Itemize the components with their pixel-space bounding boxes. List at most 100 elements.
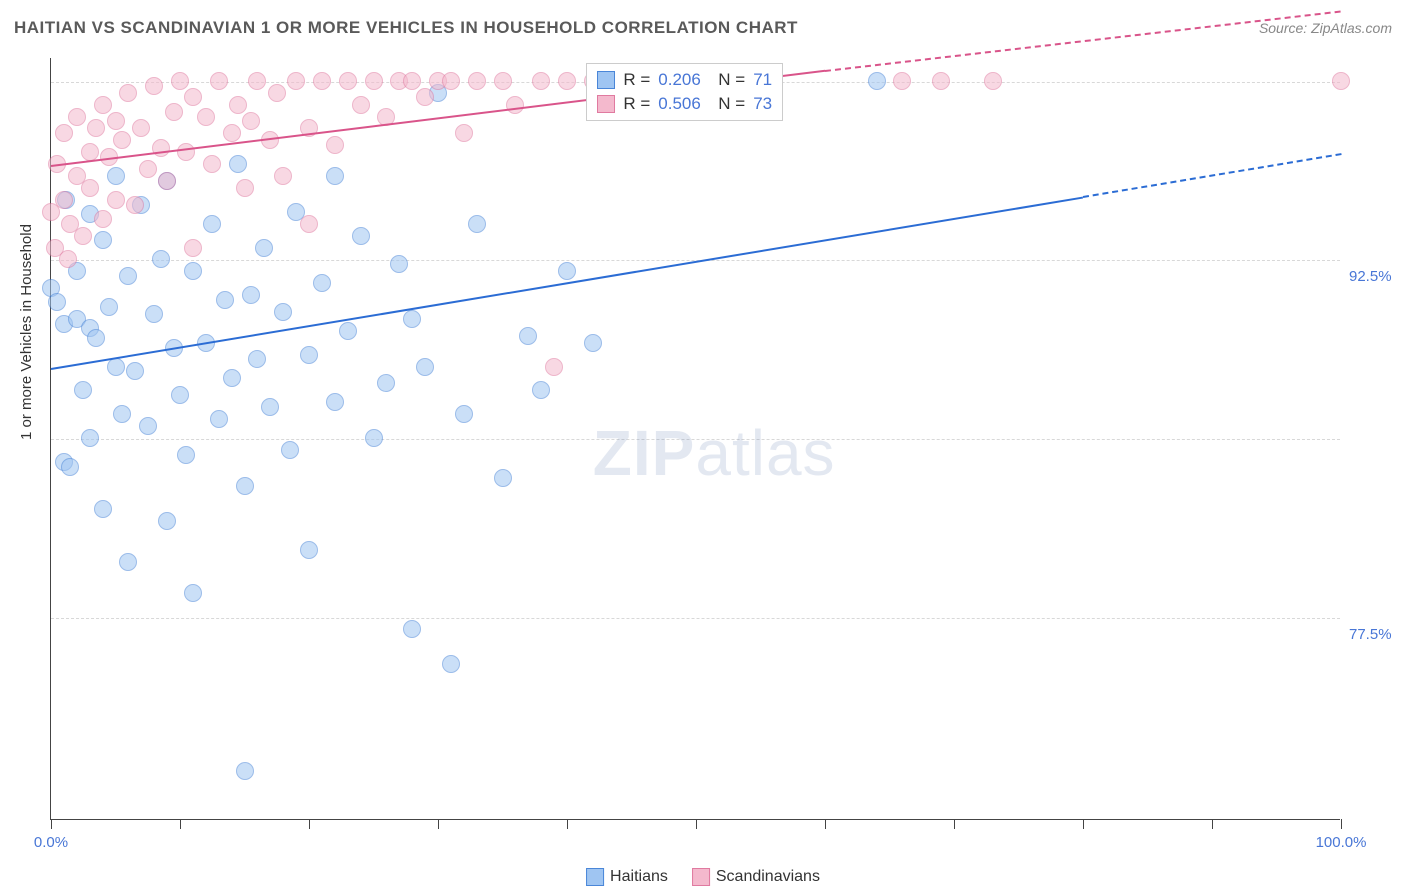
gridline: [51, 618, 1340, 619]
data-point-haitians: [139, 417, 157, 435]
x-tick: [567, 819, 568, 829]
data-point-haitians: [313, 274, 331, 292]
data-point-haitians: [248, 350, 266, 368]
data-point-scandinavians: [165, 103, 183, 121]
data-point-haitians: [326, 393, 344, 411]
data-point-haitians: [558, 262, 576, 280]
data-point-haitians: [158, 512, 176, 530]
data-point-scandinavians: [287, 72, 305, 90]
source-name: ZipAtlas.com: [1311, 20, 1392, 36]
y-tick-label: 92.5%: [1349, 268, 1392, 285]
data-point-haitians: [377, 374, 395, 392]
legend-item-scandinavians: Scandinavians: [692, 868, 820, 886]
data-point-scandinavians: [184, 239, 202, 257]
data-point-haitians: [261, 398, 279, 416]
data-point-scandinavians: [236, 179, 254, 197]
x-tick-label: 0.0%: [34, 834, 68, 851]
data-point-scandinavians: [171, 72, 189, 90]
data-point-scandinavians: [403, 72, 421, 90]
data-point-scandinavians: [158, 172, 176, 190]
data-point-scandinavians: [893, 72, 911, 90]
data-point-scandinavians: [197, 108, 215, 126]
stats-n-value: 73: [753, 94, 772, 114]
data-point-scandinavians: [55, 191, 73, 209]
data-point-scandinavians: [68, 108, 86, 126]
data-point-scandinavians: [416, 88, 434, 106]
data-point-scandinavians: [248, 72, 266, 90]
stats-r-value: 0.506: [658, 94, 701, 114]
data-point-scandinavians: [313, 72, 331, 90]
data-point-scandinavians: [300, 215, 318, 233]
x-tick: [180, 819, 181, 829]
watermark: ZIPatlas: [593, 416, 836, 490]
legend-item-haitians: Haitians: [586, 868, 668, 886]
data-point-haitians: [177, 446, 195, 464]
legend-swatch-haitians: [586, 868, 604, 886]
x-tick: [309, 819, 310, 829]
chart-title: HAITIAN VS SCANDINAVIAN 1 OR MORE VEHICL…: [14, 18, 798, 38]
data-point-scandinavians: [326, 136, 344, 154]
data-point-haitians: [390, 255, 408, 273]
y-axis-label: 1 or more Vehicles in Household: [18, 224, 35, 440]
stats-box: R = 0.206 N = 71R = 0.506 N = 73: [586, 63, 783, 121]
data-point-scandinavians: [932, 72, 950, 90]
legend-label-scandinavians: Scandinavians: [716, 868, 820, 885]
data-point-haitians: [94, 231, 112, 249]
data-point-scandinavians: [113, 131, 131, 149]
data-point-scandinavians: [59, 250, 77, 268]
stats-swatch-scandinavians: [597, 95, 615, 113]
data-point-haitians: [203, 215, 221, 233]
data-point-haitians: [416, 358, 434, 376]
data-point-haitians: [455, 405, 473, 423]
data-point-scandinavians: [126, 196, 144, 214]
y-tick-label: 77.5%: [1349, 626, 1392, 643]
data-point-haitians: [352, 227, 370, 245]
data-point-scandinavians: [55, 124, 73, 142]
data-point-scandinavians: [984, 72, 1002, 90]
data-point-scandinavians: [223, 124, 241, 142]
gridline: [51, 439, 1340, 440]
data-point-haitians: [107, 167, 125, 185]
stats-swatch-haitians: [597, 71, 615, 89]
data-point-haitians: [339, 322, 357, 340]
data-point-scandinavians: [184, 88, 202, 106]
data-point-haitians: [223, 369, 241, 387]
data-point-haitians: [532, 381, 550, 399]
data-point-haitians: [145, 305, 163, 323]
data-point-scandinavians: [94, 210, 112, 228]
data-point-scandinavians: [145, 77, 163, 95]
data-point-haitians: [152, 250, 170, 268]
stats-n-value: 71: [753, 70, 772, 90]
data-point-scandinavians: [532, 72, 550, 90]
data-point-haitians: [584, 334, 602, 352]
data-point-scandinavians: [132, 119, 150, 137]
data-point-haitians: [119, 267, 137, 285]
data-point-scandinavians: [203, 155, 221, 173]
data-point-scandinavians: [74, 227, 92, 245]
data-point-scandinavians: [87, 119, 105, 137]
data-point-scandinavians: [268, 84, 286, 102]
data-point-haitians: [365, 429, 383, 447]
data-point-haitians: [403, 310, 421, 328]
data-point-haitians: [300, 346, 318, 364]
data-point-scandinavians: [352, 96, 370, 114]
data-point-haitians: [48, 293, 66, 311]
legend-label-haitians: Haitians: [610, 868, 668, 885]
source-prefix: Source:: [1259, 20, 1311, 36]
trend-line-haitians: [1083, 153, 1341, 198]
data-point-haitians: [468, 215, 486, 233]
data-point-scandinavians: [177, 143, 195, 161]
data-point-scandinavians: [210, 72, 228, 90]
x-tick: [954, 819, 955, 829]
data-point-scandinavians: [107, 112, 125, 130]
x-tick: [1212, 819, 1213, 829]
data-point-haitians: [229, 155, 247, 173]
stats-n-label: N =: [709, 70, 745, 90]
data-point-haitians: [184, 584, 202, 602]
data-point-scandinavians: [455, 124, 473, 142]
stats-r-value: 0.206: [658, 70, 701, 90]
data-point-scandinavians: [365, 72, 383, 90]
data-point-scandinavians: [229, 96, 247, 114]
data-point-haitians: [236, 477, 254, 495]
x-tick: [51, 819, 52, 829]
